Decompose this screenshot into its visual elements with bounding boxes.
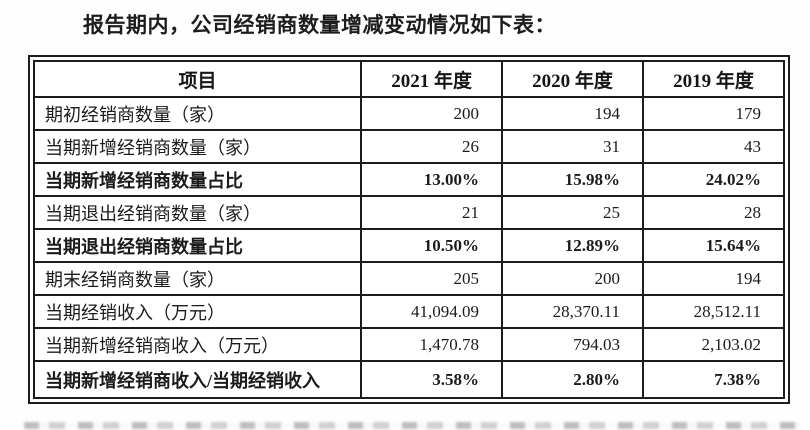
column-header-year: 2020 年度 xyxy=(501,60,644,98)
table-row: 期初经销商数量（家） 200 194 179 xyxy=(32,96,785,131)
value-cell: 25 xyxy=(501,195,644,230)
value-cell: 3.58% xyxy=(360,360,504,399)
value-cell: 43 xyxy=(642,129,785,164)
row-label: 当期经销收入（万元） xyxy=(32,294,363,329)
value-cell: 28,512.11 xyxy=(642,294,785,329)
row-label: 当期退出经销商数量占比 xyxy=(32,228,363,263)
column-header-item: 项目 xyxy=(32,60,363,98)
value-cell: 26 xyxy=(360,129,504,164)
value-cell: 15.64% xyxy=(642,228,785,263)
row-label: 当期新增经销商收入/当期经销收入 xyxy=(32,360,363,399)
value-cell: 12.89% xyxy=(501,228,644,263)
scan-artifact-strip xyxy=(24,422,802,429)
value-cell: 28,370.11 xyxy=(501,294,644,329)
table-row: 当期退出经销商数量（家） 21 25 28 xyxy=(32,195,785,230)
value-cell: 1,470.78 xyxy=(360,327,504,362)
row-label: 当期退出经销商数量（家） xyxy=(32,195,363,230)
value-cell: 2,103.02 xyxy=(642,327,785,362)
value-cell: 15.98% xyxy=(501,162,644,197)
table-row: 当期新增经销商收入（万元） 1,470.78 794.03 2,103.02 xyxy=(32,327,785,362)
row-label: 当期新增经销商收入（万元） xyxy=(32,327,363,362)
value-cell: 10.50% xyxy=(360,228,504,263)
table-row: 期末经销商数量（家） 205 200 194 xyxy=(32,261,785,296)
column-header-year: 2019 年度 xyxy=(642,60,785,98)
table-row: 当期退出经销商数量占比 10.50% 12.89% 15.64% xyxy=(32,228,785,263)
section-intro-text: 报告期内，公司经销商数量增减变动情况如下表： xyxy=(83,13,556,37)
table-row: 当期新增经销商数量（家） 26 31 43 xyxy=(32,129,785,164)
value-cell: 794.03 xyxy=(501,327,644,362)
table-row: 当期新增经销商收入/当期经销收入 3.58% 2.80% 7.38% xyxy=(32,360,785,399)
row-label: 期末经销商数量（家） xyxy=(32,261,363,296)
value-cell: 28 xyxy=(642,195,785,230)
table-row: 当期新增经销商数量占比 13.00% 15.98% 24.02% xyxy=(32,162,785,197)
value-cell: 24.02% xyxy=(642,162,785,197)
value-cell: 41,094.09 xyxy=(360,294,504,329)
value-cell: 200 xyxy=(501,261,644,296)
value-cell: 31 xyxy=(501,129,644,164)
value-cell: 179 xyxy=(642,96,785,131)
table-body: 期初经销商数量（家） 200 194 179 当期新增经销商数量（家） 26 31 43 当期新… xyxy=(32,96,785,399)
value-cell: 21 xyxy=(360,195,504,230)
value-cell: 194 xyxy=(642,261,785,296)
value-cell: 2.80% xyxy=(501,360,644,399)
distributor-table-wrapper: 项目 2021 年度 2020 年度 2019 年度 期初经销商数量（家） 200 194… xyxy=(28,55,790,404)
row-label: 当期新增经销商数量占比 xyxy=(32,162,363,197)
value-cell: 13.00% xyxy=(360,162,504,197)
value-cell: 200 xyxy=(360,96,504,131)
value-cell: 205 xyxy=(360,261,504,296)
row-label: 期初经销商数量（家） xyxy=(32,96,363,131)
distributor-change-table: 项目 2021 年度 2020 年度 2019 年度 期初经销商数量（家） 200 194… xyxy=(32,60,785,399)
value-cell: 7.38% xyxy=(642,360,785,399)
table-header-row: 项目 2021 年度 2020 年度 2019 年度 xyxy=(32,60,785,98)
value-cell: 194 xyxy=(501,96,644,131)
table-row: 当期经销收入（万元） 41,094.09 28,370.11 28,512.11 xyxy=(32,294,785,329)
row-label: 当期新增经销商数量（家） xyxy=(32,129,363,164)
column-header-year: 2021 年度 xyxy=(360,60,504,98)
